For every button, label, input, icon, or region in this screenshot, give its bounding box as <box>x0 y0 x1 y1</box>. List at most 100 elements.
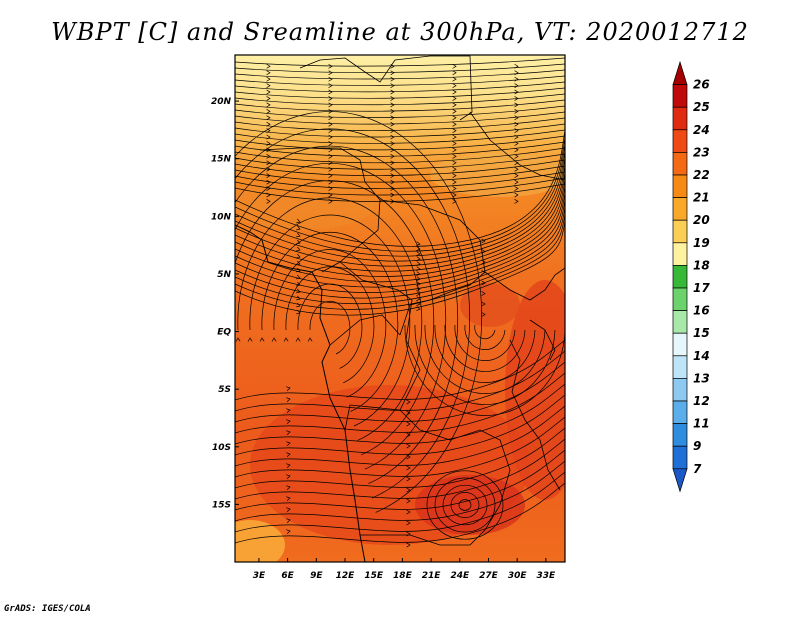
streamline <box>235 372 565 434</box>
colorbar-label: 26 <box>693 78 710 92</box>
streamline-arrow <box>286 441 291 446</box>
streamline-arrow <box>390 179 395 185</box>
streamline-arrow <box>390 89 395 95</box>
lon-tick-label: 6E <box>281 571 294 581</box>
streamline-arrow <box>452 96 457 101</box>
streamline <box>434 324 536 383</box>
streamline-arrow <box>296 302 301 308</box>
streamline-arrow <box>406 465 411 471</box>
streamline-arrow <box>390 115 395 121</box>
streamline-arrow <box>328 128 333 134</box>
streamline-arrow <box>514 108 519 114</box>
streamline <box>235 81 565 93</box>
streamline-arrow <box>296 274 301 280</box>
streamline-arrow <box>390 83 395 88</box>
streamline-arrow <box>286 397 291 402</box>
streamline-arrow <box>481 291 486 296</box>
streamline-arrow <box>296 232 301 238</box>
colorbar-cell <box>672 310 688 334</box>
streamline <box>235 180 435 456</box>
streamline-arrow <box>328 186 333 191</box>
streamline-arrow <box>328 83 333 88</box>
streamline <box>235 153 565 170</box>
streamline-arrow <box>266 83 271 88</box>
streamline <box>464 324 506 350</box>
streamline <box>235 145 459 484</box>
streamline-arrow <box>328 70 333 76</box>
streamline-arrow <box>514 166 519 172</box>
streamline <box>444 324 526 372</box>
streamline-arrow <box>266 108 271 114</box>
streamline-arrow <box>266 89 271 95</box>
streamline-arrow <box>328 147 333 153</box>
streamline-arrow <box>452 63 457 69</box>
map-axes: 20N 15N 10N 5N EQ 5S 10S 15S 3E 6E 9E 12E 15E 18E 21E 2… <box>211 97 556 581</box>
streamline-arrow <box>406 498 411 504</box>
streamline <box>235 350 565 412</box>
lon-tick-label: 24E <box>450 571 470 581</box>
streamline <box>235 128 471 499</box>
streamline <box>235 405 565 467</box>
streamline-arrow <box>452 108 457 114</box>
streamline-arrow <box>481 259 486 265</box>
streamline-arrow <box>416 306 421 312</box>
streamline-arrow <box>452 192 457 198</box>
colorbar-arrow-top <box>672 60 688 85</box>
streamline-arrow <box>390 108 395 114</box>
streamline-arrow <box>390 76 395 82</box>
streamline <box>235 471 565 533</box>
streamline <box>237 197 423 441</box>
colorbar-cell <box>672 219 688 244</box>
streamline <box>235 339 565 401</box>
streamline-arrow <box>406 410 411 416</box>
streamline <box>235 111 483 513</box>
lat-tick-label: 5S <box>218 385 231 395</box>
streamline <box>404 324 565 416</box>
colorbar-cell <box>672 242 688 266</box>
colorbar-cell <box>672 400 688 424</box>
streamline-arrow <box>452 199 457 204</box>
streamline <box>235 171 565 277</box>
lon-tick-label: 33E <box>537 571 557 581</box>
lat-tick-label: 5N <box>217 270 231 280</box>
streamline-arrow <box>452 128 457 134</box>
streamline-arrow <box>286 386 291 391</box>
streamline-arrow <box>514 173 519 179</box>
streamline-arrow <box>286 485 291 490</box>
streamline-arrow <box>296 225 301 231</box>
streamline-arrow <box>514 76 519 82</box>
streamline-arrow <box>514 83 519 88</box>
streamline <box>450 492 480 518</box>
streamline-arrow <box>481 312 486 317</box>
streamline-arrow <box>416 301 421 307</box>
streamline-arrow <box>390 154 395 159</box>
streamline-arrow <box>286 507 291 512</box>
streamline-arrow <box>452 160 457 166</box>
streamline-arrow <box>416 261 421 267</box>
streamline-arrow <box>406 454 411 460</box>
streamline-arrow <box>452 83 457 88</box>
streamline-arrow <box>328 141 333 146</box>
streamline-arrow <box>406 432 411 438</box>
streamline-arrow <box>247 337 253 342</box>
streamline-arrow <box>307 337 313 342</box>
streamline-arrow <box>328 89 333 95</box>
streamline <box>414 324 556 405</box>
lat-tick-label: 10S <box>212 443 231 453</box>
streamline <box>442 484 488 526</box>
streamline-arrow <box>390 199 395 204</box>
streamline <box>235 117 565 131</box>
colorbar-cell <box>672 332 688 357</box>
streamline <box>454 324 516 361</box>
streamline-arrow <box>286 496 291 501</box>
streamline <box>235 185 565 288</box>
streamline <box>235 135 565 151</box>
streamline <box>235 136 565 252</box>
streamline-arrow <box>514 154 519 159</box>
lon-tick-label: 12E <box>336 571 356 581</box>
streamline-arrow <box>328 154 333 159</box>
lat-tick-label: 20N <box>211 97 232 107</box>
streamline-arrow <box>452 173 457 179</box>
streamline-arrow <box>296 253 301 259</box>
